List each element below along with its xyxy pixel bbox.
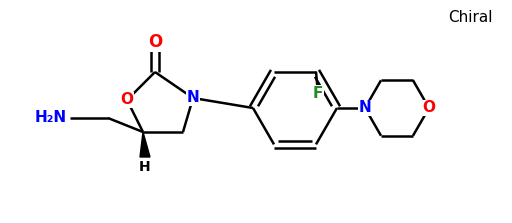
Text: O: O xyxy=(120,93,134,107)
Text: Chiral: Chiral xyxy=(448,10,492,25)
Text: H₂N: H₂N xyxy=(35,111,67,126)
Text: O: O xyxy=(422,101,436,116)
Polygon shape xyxy=(140,132,150,157)
Text: F: F xyxy=(313,86,323,101)
Text: O: O xyxy=(148,33,162,51)
Text: H: H xyxy=(139,160,151,174)
Text: N: N xyxy=(358,101,371,116)
Text: N: N xyxy=(187,91,199,105)
